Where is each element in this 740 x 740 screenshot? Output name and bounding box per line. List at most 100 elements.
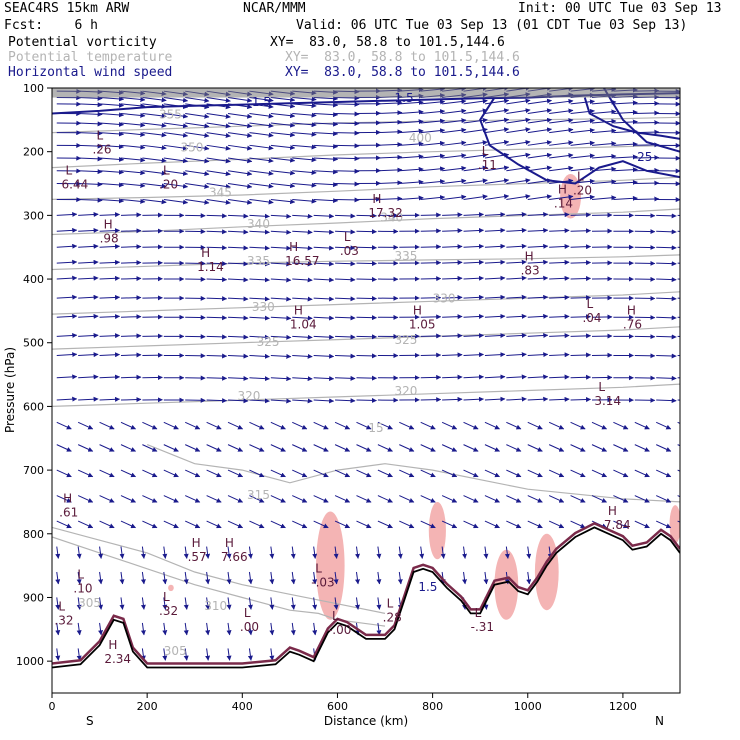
wind-vector (185, 144, 210, 151)
wind-vector (399, 109, 424, 115)
wind-vector (527, 421, 543, 430)
wind-vector (227, 520, 244, 529)
terrain-line (52, 526, 680, 669)
endpoint-left: S (86, 714, 94, 728)
wind-vector (55, 622, 61, 636)
wind-vector (484, 332, 506, 338)
wind-vector (185, 122, 210, 129)
wind-vector (484, 211, 506, 217)
y-tick-label: 300 (23, 209, 44, 222)
wind-vector (313, 156, 339, 162)
wind-vector (269, 546, 275, 559)
wind-vector (313, 495, 329, 503)
wind-vector (290, 571, 296, 585)
wind-vector (99, 243, 121, 249)
wind-vector (420, 166, 446, 172)
wind-vector (78, 181, 103, 187)
wind-vector (292, 112, 317, 118)
wind-vector (613, 179, 638, 185)
wind-vector (548, 444, 565, 452)
wind-vector (656, 261, 677, 267)
wind-vector (506, 127, 531, 134)
wind-vector (356, 397, 377, 403)
wind-vector (56, 520, 72, 529)
wind-vector (463, 212, 485, 218)
pv-label: 1.5 (418, 580, 437, 594)
wind-vector (506, 352, 527, 358)
wind-vector (99, 112, 125, 118)
wind-vector (185, 520, 201, 529)
wind-vector (292, 334, 313, 340)
wind-vector (570, 153, 595, 159)
wind-vector (142, 183, 167, 189)
wind-vector (99, 374, 121, 380)
wind-vector (120, 469, 137, 478)
extremum-type: L (163, 590, 170, 604)
wind-vector (484, 495, 500, 503)
highlight-region (428, 501, 446, 560)
wind-vector (549, 294, 570, 300)
wind-vector (78, 259, 99, 265)
wind-vector (504, 546, 510, 559)
wind-vector (312, 571, 318, 585)
wind-vector (140, 546, 146, 559)
wind-vector (656, 421, 672, 430)
wind-vector (292, 444, 308, 452)
wind-vector (119, 597, 125, 610)
wind-vector (98, 546, 104, 559)
wind-vector (527, 333, 549, 339)
wind-vector (335, 296, 356, 302)
wind-vector (270, 444, 286, 452)
wind-vector (206, 444, 222, 452)
wind-vector (142, 144, 167, 151)
wind-vector (677, 335, 680, 337)
wind-vector (442, 99, 467, 105)
wind-vector (140, 622, 146, 636)
wind-vector (249, 213, 270, 219)
pv-label: 1.5 (252, 95, 271, 109)
wind-vector (270, 170, 296, 176)
wind-vector (270, 97, 296, 103)
wind-vector (206, 495, 222, 503)
wind-vector (399, 421, 415, 430)
wind-vector (656, 213, 677, 219)
wind-vector (142, 198, 167, 205)
wind-vector (570, 397, 592, 403)
wind-vector (142, 469, 158, 478)
wind-vector (570, 276, 592, 282)
wind-vector (463, 520, 479, 529)
wind-vector (206, 277, 228, 283)
wind-vector (55, 648, 61, 661)
wind-vector (442, 194, 467, 200)
wind-vector (591, 179, 617, 185)
highlight-region (168, 584, 174, 592)
extremum-value: 1.14 (197, 260, 224, 274)
extremum-type: L (163, 163, 170, 177)
wind-vector (613, 195, 638, 201)
extremum-type: H (372, 192, 381, 206)
wind-vector (463, 444, 479, 452)
wind-vector (399, 128, 424, 134)
extremum-type: L (586, 297, 593, 311)
wind-vector (142, 444, 158, 452)
wind-vector (420, 352, 442, 358)
wind-vector (399, 469, 415, 478)
wind-vector (634, 421, 650, 430)
wind-vector (76, 622, 82, 636)
wind-vector (677, 262, 680, 264)
wind-vector (634, 495, 650, 503)
wind-vector (163, 170, 189, 176)
wind-vector (292, 103, 317, 109)
pv-contour (583, 97, 680, 140)
wind-vector (527, 212, 549, 218)
extremum-type: H (413, 303, 422, 317)
wind-vector (549, 374, 570, 380)
wind-vector (292, 261, 313, 267)
wind-vector (333, 571, 339, 585)
extremum-value: .04 (582, 311, 601, 325)
pv-contours (52, 88, 680, 185)
wind-vector (570, 314, 592, 320)
wind-vector (440, 546, 446, 559)
wind-vector (356, 375, 377, 381)
wind-vector (185, 444, 201, 452)
